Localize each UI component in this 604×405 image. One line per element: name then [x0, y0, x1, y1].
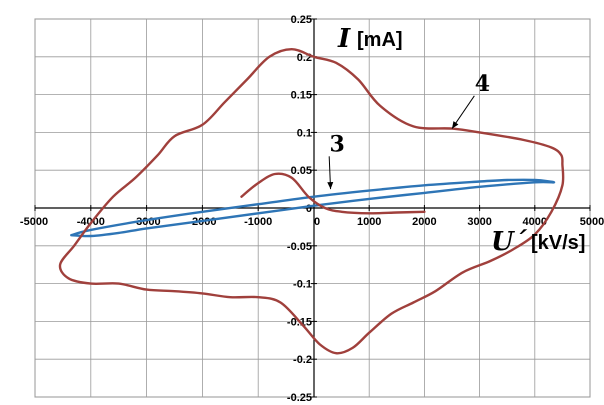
curves — [58, 48, 565, 355]
annotation-arrowhead — [452, 121, 459, 129]
curve-label-3: 3 — [330, 131, 345, 157]
curve-label-4: 4 — [475, 71, 490, 97]
x-axis-label-unit: [kV/s] — [531, 232, 585, 254]
grid — [34, 18, 591, 398]
x-tick-label: 1000 — [357, 216, 381, 228]
y-axis-label-unit: [mA] — [357, 29, 403, 51]
y-tick-label: 0.1 — [297, 127, 312, 139]
y-tick-label: -0.1 — [293, 279, 312, 291]
y-tick-label: 0.15 — [291, 90, 312, 102]
y-tick-label: 0 — [306, 203, 312, 215]
y-tick-label: -0.2 — [293, 354, 312, 366]
x-tick-label: 2000 — [412, 216, 436, 228]
x-tick-label: 4000 — [523, 216, 547, 228]
series-line-3 — [70, 178, 556, 238]
y-tick-label: -0.05 — [287, 241, 312, 253]
series-line-extra-2 — [240, 172, 426, 215]
annotations: 34 — [327, 71, 490, 190]
x-tick-label: -1000 — [244, 216, 272, 228]
y-axis-label-var: I — [337, 24, 351, 54]
annotation-arrowhead — [327, 181, 334, 190]
x-tick-label: 5000 — [580, 216, 604, 228]
series-line-4 — [58, 48, 565, 355]
x-axis-label-var: U´ — [491, 227, 528, 257]
x-tick-label: 3000 — [467, 216, 491, 228]
y-tick-label: 0.05 — [291, 165, 312, 177]
x-tick-label: -5000 — [20, 216, 48, 228]
y-tick-label: 0.25 — [291, 14, 312, 26]
y-tick-label: -0.25 — [287, 392, 312, 404]
x-tick-label: 0 — [314, 216, 320, 228]
